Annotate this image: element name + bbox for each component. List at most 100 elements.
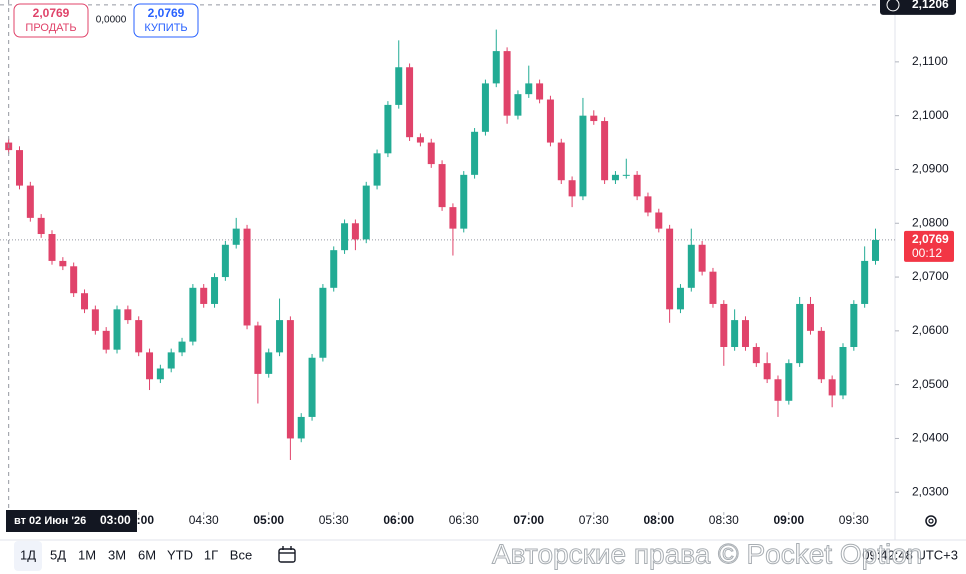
candle-body — [37, 217, 45, 235]
candle-body — [687, 244, 695, 288]
watermark: Авторские права © Pocket Option — [492, 538, 922, 569]
add-icon[interactable] — [886, 0, 900, 12]
y-tick-label: 2,0500 — [912, 377, 949, 391]
range-button[interactable]: YTD — [167, 547, 193, 562]
x-tick-label: 04:30 — [189, 513, 219, 527]
candle-body — [557, 142, 565, 181]
candle-body — [481, 83, 489, 132]
buy-label: КУПИТЬ — [144, 22, 187, 34]
candle-body — [341, 223, 349, 251]
candle-body — [286, 320, 294, 439]
x-tick-label: 07:30 — [579, 513, 609, 527]
range-button[interactable]: 1М — [78, 547, 96, 562]
crosshair-date: вт 02 Июн '26 — [14, 515, 86, 527]
candle-body — [536, 83, 544, 100]
x-tick-label: 09:00 — [773, 513, 804, 527]
candle-body — [427, 142, 435, 165]
plot: 2,0300 2,0400 2,0500 2,0600 2,0700 2,0800 2,09… — [0, 29, 949, 527]
crosshair-price: 2,1206 — [912, 0, 949, 11]
candle-body — [763, 363, 771, 380]
calendar-icon[interactable] — [278, 546, 296, 563]
range-button[interactable]: 6М — [138, 547, 156, 562]
y-tick-label: 2,1100 — [912, 54, 948, 68]
range-button[interactable]: 5Д — [50, 547, 66, 562]
candle-body — [178, 341, 186, 353]
candle-body — [460, 174, 468, 229]
candle-body — [503, 51, 511, 116]
x-tick-label: 09:30 — [839, 513, 869, 527]
candle-body — [319, 287, 327, 358]
candle-body — [633, 174, 641, 197]
y-tick-label: 2,0900 — [912, 162, 949, 176]
candle-body — [817, 330, 825, 380]
candle-body — [590, 115, 598, 122]
range-button[interactable]: 1Г — [204, 547, 218, 562]
last-price-label: 2,0769 — [912, 232, 949, 246]
candle-body — [102, 330, 110, 350]
range-button[interactable]: 1Д — [20, 547, 36, 562]
candle-body — [731, 320, 739, 347]
candle-body — [167, 352, 175, 369]
range-button[interactable]: Все — [230, 547, 252, 562]
last-price-countdown: 00:12 — [912, 246, 942, 260]
candle-body — [828, 379, 836, 396]
candle-body — [438, 164, 446, 208]
candle-body — [579, 115, 587, 197]
active-range — [14, 541, 42, 571]
candle-body — [514, 94, 522, 116]
candle-body — [156, 368, 164, 380]
candle-body — [774, 379, 782, 401]
x-tick-label: 05:30 — [319, 513, 349, 527]
candle-body — [297, 416, 305, 439]
candle-body — [124, 309, 132, 321]
y-tick-label: 2,0600 — [912, 323, 949, 337]
candle-body — [568, 180, 576, 197]
candle-body — [351, 223, 359, 240]
candle-body — [741, 320, 749, 347]
candle-body — [243, 228, 251, 326]
candle-body — [492, 51, 500, 84]
y-tick-label: 2,0400 — [912, 431, 949, 445]
candle-body — [373, 153, 381, 186]
x-tick-label: 07:00 — [513, 513, 544, 527]
range-button[interactable]: 3М — [108, 547, 126, 562]
candle-body — [70, 266, 78, 294]
buy-button[interactable]: 2,0769 КУПИТЬ — [133, 3, 199, 38]
candle-body — [232, 228, 240, 245]
buy-price: 2,0769 — [148, 6, 185, 20]
y-tick-label: 2,0700 — [912, 269, 949, 283]
sell-price: 2,0769 — [33, 6, 70, 20]
x-tick-label: 05:00 — [253, 513, 284, 527]
candle-body — [655, 212, 663, 229]
x-tick-label: 08:00 — [643, 513, 674, 527]
last-price-box — [904, 230, 954, 262]
y-tick-label: 2,1000 — [912, 108, 949, 122]
candle-body — [850, 303, 858, 347]
candle-body — [698, 244, 706, 272]
candle-body — [26, 185, 34, 218]
candle-body — [91, 309, 99, 331]
candle-body — [676, 287, 684, 310]
y-tick-label: 2,0300 — [912, 484, 949, 498]
y-tick-label: 2,0800 — [912, 215, 949, 229]
candle-body — [384, 104, 392, 154]
candle-body — [666, 228, 674, 310]
candle-body — [611, 174, 619, 181]
crosshair-time-box — [6, 510, 137, 532]
candle-body — [709, 271, 717, 304]
candle-body — [861, 260, 869, 304]
candle-body — [254, 325, 262, 374]
candle-body — [622, 174, 630, 176]
settings-icon[interactable] — [925, 515, 937, 527]
candle-body — [525, 83, 533, 95]
candle-body — [720, 303, 728, 347]
candle-body — [81, 293, 89, 310]
candle-body — [362, 185, 370, 240]
candle-body — [200, 287, 208, 304]
x-tick-label: 06:30 — [449, 513, 479, 527]
spread: 0,0000 — [96, 15, 127, 26]
sell-button[interactable]: 2,0769 ПРОДАТЬ — [13, 3, 89, 38]
candle-body — [839, 346, 847, 396]
